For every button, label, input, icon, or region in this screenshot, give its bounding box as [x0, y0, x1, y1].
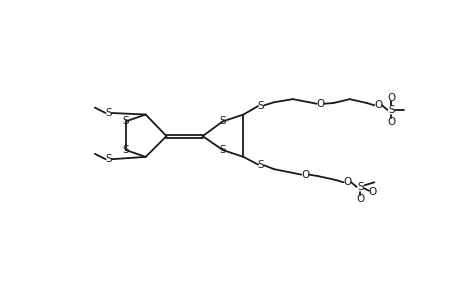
Text: S: S — [257, 160, 264, 170]
Text: S: S — [257, 101, 264, 111]
Text: S: S — [122, 116, 129, 127]
Text: O: O — [373, 100, 381, 110]
Text: S: S — [105, 108, 112, 118]
Text: S: S — [219, 145, 225, 155]
Text: O: O — [356, 194, 364, 204]
Text: O: O — [300, 169, 308, 180]
Text: S: S — [105, 154, 112, 164]
Text: O: O — [386, 117, 395, 127]
Text: S: S — [356, 182, 363, 192]
Text: S: S — [387, 105, 394, 115]
Text: O: O — [342, 177, 351, 187]
Text: S: S — [219, 116, 225, 127]
Text: S: S — [122, 145, 129, 155]
Text: O: O — [367, 187, 375, 197]
Text: O: O — [386, 93, 395, 103]
Text: O: O — [316, 99, 324, 109]
